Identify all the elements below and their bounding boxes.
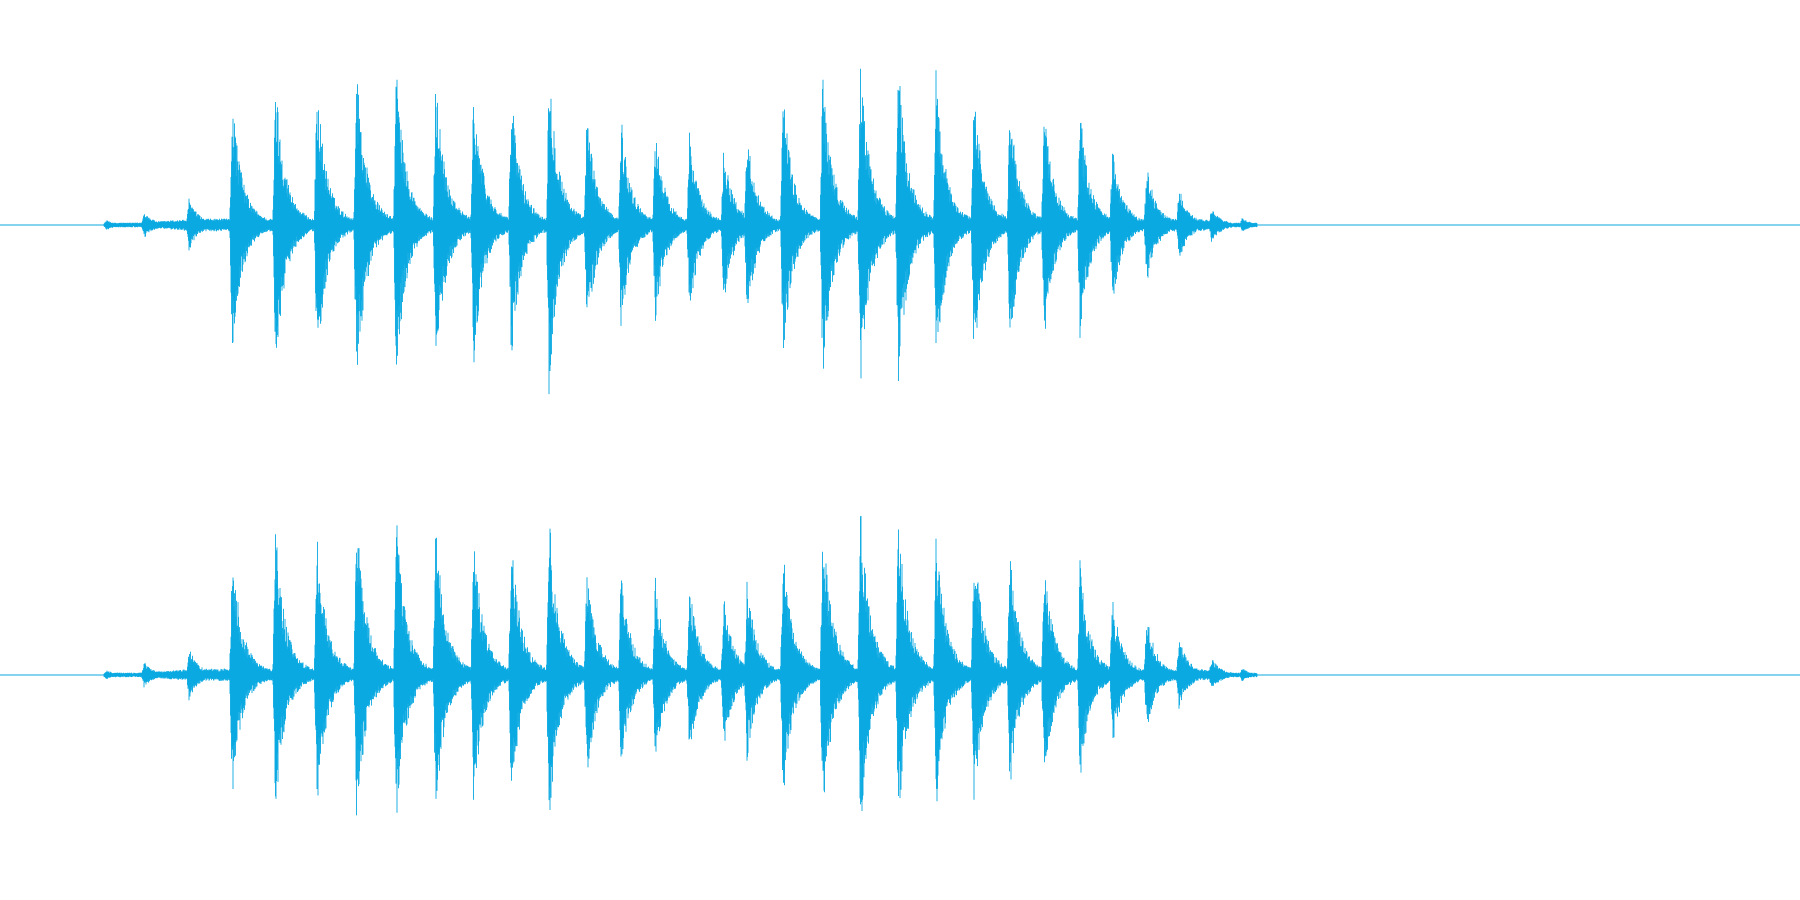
channel-2-waveform <box>103 515 1258 816</box>
channel-1-waveform <box>103 68 1258 395</box>
waveform-channel-1 <box>0 68 1800 395</box>
waveform-channel-2 <box>0 515 1800 816</box>
